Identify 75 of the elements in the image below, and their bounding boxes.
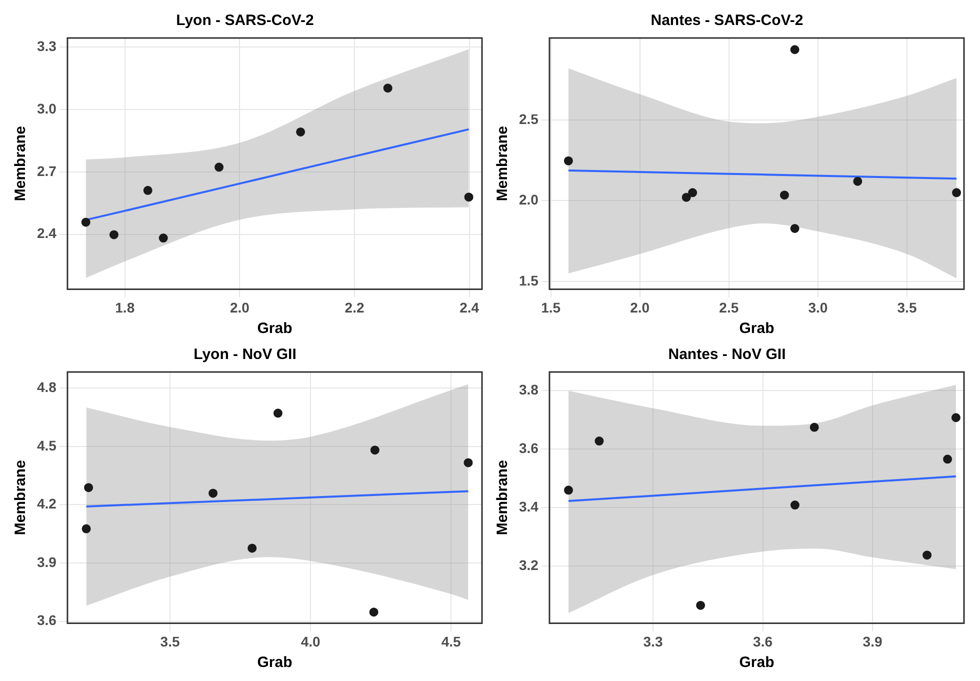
point: [84, 483, 94, 492]
y-tick-label: 2.5: [518, 110, 539, 127]
x-tick-label: 4.0: [300, 633, 321, 650]
y-tick-label: 3.9: [36, 554, 57, 570]
point: [922, 550, 932, 560]
point: [248, 544, 257, 553]
x-tick-label: 3.0: [808, 299, 828, 316]
point: [82, 524, 91, 534]
point: [296, 127, 306, 136]
chart-title: Nantes - SARS-CoV-2: [650, 12, 804, 30]
x-tick-label: 1.8: [115, 299, 135, 316]
point: [383, 84, 392, 93]
x-axis-title: Grab: [257, 320, 292, 338]
chart-title: Lyon - NoV GII: [194, 346, 296, 364]
point: [370, 446, 380, 455]
x-tick-label: 2.0: [630, 299, 650, 316]
chart-title: Lyon - SARS-CoV-2: [176, 12, 314, 30]
y-axis-title: Membrane: [494, 460, 512, 536]
point: [564, 486, 573, 495]
point: [464, 458, 473, 468]
y-tick-label: 2.0: [518, 192, 539, 208]
point: [214, 162, 224, 172]
y-tick-label: 3.8: [518, 382, 539, 398]
x-axis-title: Grab: [257, 654, 292, 672]
y-tick-label: 3.3: [36, 38, 57, 54]
x-tick-label: 3.6: [753, 633, 773, 650]
y-tick-label: 3.6: [36, 612, 57, 628]
y-tick-label: 4.5: [36, 437, 57, 454]
point: [682, 192, 691, 202]
point: [790, 45, 800, 54]
x-axis-title: Grab: [739, 320, 774, 338]
point: [158, 234, 168, 243]
point: [109, 230, 118, 240]
point: [594, 436, 604, 446]
x-tick-label: 3.3: [643, 633, 663, 650]
x-tick-label: 4.5: [441, 633, 462, 650]
point: [790, 224, 800, 233]
point: [273, 408, 282, 418]
y-tick-label: 2.7: [36, 162, 57, 179]
point: [464, 192, 474, 202]
x-tick-label: 1.5: [541, 299, 561, 316]
y-tick-label: 1.5: [518, 272, 539, 288]
y-tick-label: 4.2: [36, 496, 57, 512]
point: [143, 186, 152, 195]
point: [81, 218, 90, 227]
point: [790, 500, 800, 510]
point: [208, 488, 218, 498]
point: [696, 600, 706, 610]
chart-title: Nantes - NoV GII: [668, 346, 786, 364]
x-tick-label: 3.5: [160, 633, 180, 650]
y-tick-label: 3.0: [36, 100, 57, 116]
y-tick-label: 3.2: [518, 557, 539, 574]
point: [369, 608, 378, 617]
x-tick-label: 3.5: [897, 299, 917, 316]
y-axis-title: Membrane: [12, 126, 30, 202]
y-axis-title: Membrane: [494, 126, 512, 202]
y-axis-title: Membrane: [12, 460, 30, 536]
y-tick-label: 2.4: [36, 225, 57, 242]
point: [943, 454, 952, 464]
x-tick-label: 2.4: [460, 299, 480, 316]
point: [564, 156, 573, 166]
y-tick-label: 3.4: [518, 498, 539, 515]
x-tick-label: 2.5: [719, 299, 739, 316]
point: [853, 176, 862, 186]
x-tick-label: 2.0: [230, 299, 250, 316]
x-axis-title: Grab: [739, 654, 774, 672]
x-tick-label: 2.2: [344, 299, 364, 316]
point: [780, 190, 789, 200]
point: [951, 413, 960, 422]
x-tick-label: 3.9: [862, 633, 882, 650]
point: [688, 188, 698, 198]
y-tick-label: 3.6: [518, 440, 539, 456]
point: [810, 422, 819, 432]
point: [952, 188, 962, 198]
y-tick-label: 4.8: [36, 378, 57, 395]
